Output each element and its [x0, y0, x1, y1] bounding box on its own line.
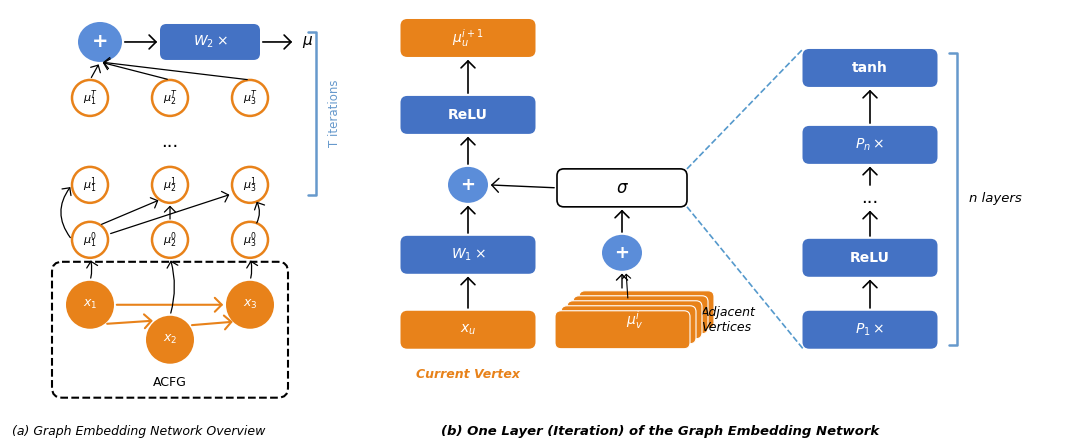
FancyBboxPatch shape — [401, 236, 535, 274]
Circle shape — [152, 222, 188, 258]
Text: $x_1$: $x_1$ — [83, 298, 97, 312]
Text: ReLU: ReLU — [850, 251, 890, 265]
Text: Current Vertex: Current Vertex — [416, 368, 520, 381]
Text: $\mu_3^1$: $\mu_3^1$ — [243, 175, 257, 194]
Text: T iterations: T iterations — [328, 80, 341, 147]
Circle shape — [152, 167, 188, 203]
Text: (b) One Layer (Iteration) of the Graph Embedding Network: (b) One Layer (Iteration) of the Graph E… — [440, 425, 879, 438]
Text: $P_1 \times$: $P_1 \times$ — [855, 322, 884, 338]
FancyBboxPatch shape — [802, 126, 937, 164]
Text: $\mu_1^T$: $\mu_1^T$ — [83, 88, 98, 108]
Circle shape — [152, 80, 188, 116]
Circle shape — [72, 222, 108, 258]
Circle shape — [72, 80, 108, 116]
Circle shape — [232, 222, 268, 258]
FancyBboxPatch shape — [561, 306, 696, 344]
Text: $\mu_1^1$: $\mu_1^1$ — [83, 175, 97, 194]
Text: n layers: n layers — [969, 192, 1022, 205]
Text: (a) Graph Embedding Network Overview: (a) Graph Embedding Network Overview — [12, 425, 265, 438]
Text: $\mu$: $\mu$ — [302, 34, 313, 50]
Text: $\mu_3^0$: $\mu_3^0$ — [243, 230, 257, 249]
FancyBboxPatch shape — [802, 239, 937, 277]
Text: ...: ... — [862, 189, 879, 207]
Text: ...: ... — [162, 133, 179, 151]
FancyBboxPatch shape — [573, 296, 708, 334]
Text: $\mu_2^T$: $\mu_2^T$ — [163, 88, 178, 108]
Text: $x_2$: $x_2$ — [163, 333, 178, 346]
Circle shape — [232, 167, 268, 203]
FancyBboxPatch shape — [802, 49, 937, 87]
FancyBboxPatch shape — [555, 311, 690, 349]
Text: ReLU: ReLU — [448, 108, 488, 122]
FancyBboxPatch shape — [401, 96, 535, 134]
Circle shape — [146, 316, 194, 364]
Text: ACFG: ACFG — [153, 376, 187, 389]
Text: $W_2 \times$: $W_2 \times$ — [193, 34, 227, 50]
Text: +: + — [92, 33, 109, 51]
Text: $P_n \times$: $P_n \times$ — [855, 137, 884, 153]
Text: $\mu_3^T$: $\mu_3^T$ — [242, 88, 257, 108]
Text: $x_u$: $x_u$ — [460, 323, 476, 337]
Circle shape — [72, 167, 108, 203]
FancyBboxPatch shape — [557, 169, 687, 207]
Text: +: + — [615, 244, 629, 262]
Text: $W_1 \times$: $W_1 \times$ — [450, 246, 486, 263]
FancyBboxPatch shape — [401, 311, 535, 349]
Circle shape — [232, 80, 268, 116]
Circle shape — [226, 281, 274, 329]
Text: $x_3$: $x_3$ — [242, 298, 257, 312]
FancyBboxPatch shape — [160, 24, 260, 60]
Text: Adjacent
Vertices: Adjacent Vertices — [701, 306, 756, 334]
FancyBboxPatch shape — [401, 19, 535, 57]
Text: $\mu_1^0$: $\mu_1^0$ — [83, 230, 97, 249]
Circle shape — [66, 281, 114, 329]
FancyBboxPatch shape — [579, 291, 714, 329]
Ellipse shape — [602, 235, 642, 271]
Ellipse shape — [78, 22, 122, 62]
FancyBboxPatch shape — [802, 311, 937, 349]
Text: $\mu_2^1$: $\mu_2^1$ — [163, 175, 177, 194]
Text: $\mu_u^{i+1}$: $\mu_u^{i+1}$ — [452, 27, 484, 49]
Text: $\mu_v^i$: $\mu_v^i$ — [626, 309, 643, 331]
Text: $\sigma$: $\sigma$ — [616, 179, 629, 197]
FancyBboxPatch shape — [567, 301, 702, 339]
Text: +: + — [461, 176, 476, 194]
FancyBboxPatch shape — [52, 262, 288, 398]
Text: tanh: tanh — [852, 61, 887, 75]
Ellipse shape — [448, 167, 488, 203]
Text: $\mu_2^0$: $\mu_2^0$ — [163, 230, 177, 249]
